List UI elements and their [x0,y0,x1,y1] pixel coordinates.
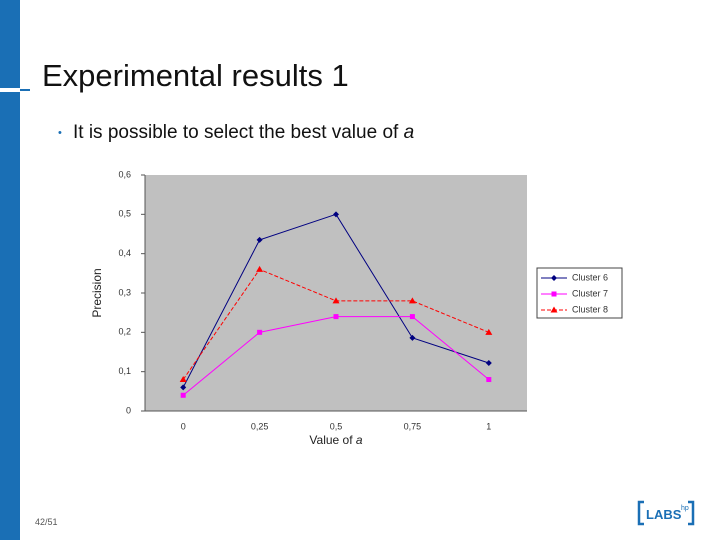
x-axis-title: Value of a [309,433,363,447]
marker [409,334,416,341]
bullet-dot: • [58,127,62,139]
marker [256,265,264,272]
chart: Precision Value of a 0 0,1 0,2 0,3 0,4 0,5 0,6… [90,169,623,447]
marker [485,328,493,335]
legend-box [536,267,623,319]
legend-label: Cluster 7 [572,288,608,298]
marker [257,329,263,335]
marker [550,306,558,313]
marker [408,297,416,304]
y-tick-label: 0,1 [118,366,131,376]
logo-bracket [637,500,695,526]
x-axis-title-italic: a [356,433,363,447]
marker [486,377,492,383]
y-axis-title: Precision [90,268,104,317]
y-tick-label: 0,5 [118,209,131,219]
logo: LABS hp [637,500,695,526]
legend-label: Cluster 8 [572,304,608,314]
side-bar [0,0,20,540]
marker [180,392,186,398]
bullet-main: It is possible to select the best value … [73,122,399,143]
bullet-italic: a [404,122,415,143]
marker [333,314,339,320]
legend-label: Cluster 6 [572,272,608,282]
slide-title: Experimental results 1 [42,58,349,93]
x-tick-label: 0 [181,421,186,431]
x-axis-title-main: Value of [309,433,353,447]
marker [256,236,263,243]
marker [332,297,340,304]
logo-sup: hp [681,505,689,512]
marker [551,291,557,297]
x-tick-label: 0,25 [251,421,269,431]
x-tick-label: 0,75 [404,421,422,431]
marker [333,211,339,218]
y-tick-label: 0,2 [118,327,131,337]
side-bar-gap [0,88,20,92]
marker [180,384,187,391]
page-number: 42/51 [35,517,58,527]
logo-text: LABS [646,507,682,522]
bullet-text: It is possible to select the best value … [73,122,414,143]
x-tick-label: 1 [486,421,491,431]
marker [409,314,415,320]
marker [179,376,187,383]
y-tick-label: 0,4 [118,248,131,258]
marker [485,360,492,367]
y-tick-label: 0 [126,405,131,415]
plot-area [145,175,527,411]
x-tick-label: 0,5 [330,421,343,431]
y-tick-label: 0,6 [118,169,131,179]
marker [551,275,557,281]
y-tick-label: 0,3 [118,287,131,297]
